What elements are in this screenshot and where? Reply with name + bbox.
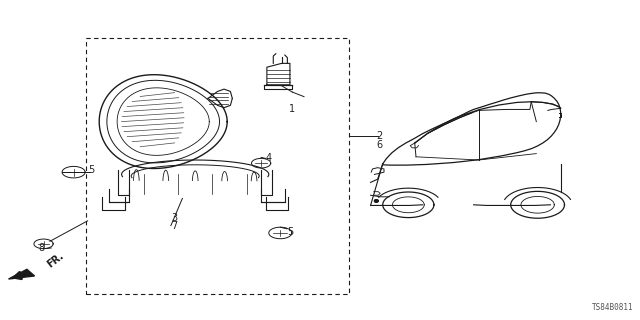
Text: 8: 8 [38,243,45,253]
Bar [86,38,349,294]
Text: 2: 2 [376,131,383,141]
Text: TS84B0811: TS84B0811 [592,303,634,312]
Text: 7: 7 [171,220,177,231]
Text: 3: 3 [171,212,177,223]
Polygon shape [374,200,378,202]
Text: 4: 4 [266,153,272,164]
Polygon shape [8,269,35,279]
Text: 1: 1 [289,104,296,114]
Text: 5: 5 [88,165,95,175]
Text: FR.: FR. [45,251,65,269]
Text: 6: 6 [376,140,383,150]
Text: 5: 5 [287,227,293,237]
